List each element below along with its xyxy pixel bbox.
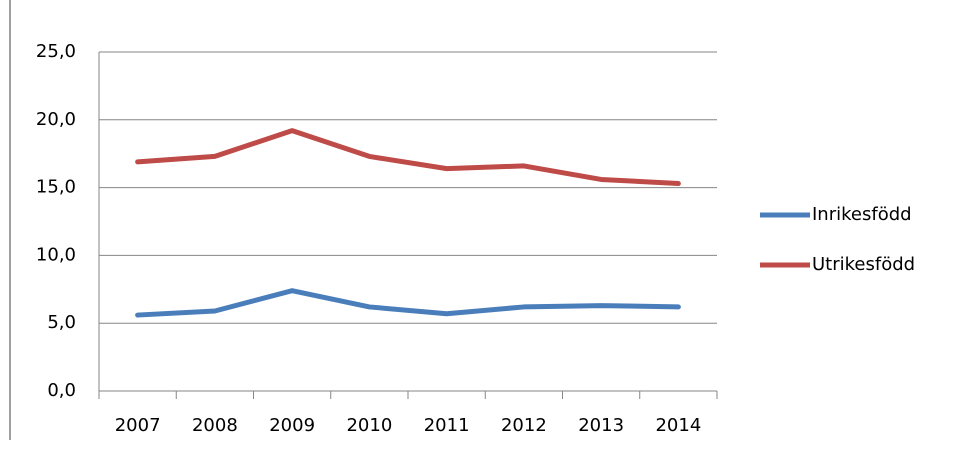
x-tick-label: 2009 — [269, 415, 315, 436]
y-tick-label: 5,0 — [47, 312, 76, 333]
x-tick-label: 2011 — [424, 415, 470, 436]
x-tick-label: 2007 — [115, 415, 161, 436]
series-line — [135, 288, 681, 318]
series-line — [135, 128, 681, 187]
y-tick-label: 20,0 — [36, 109, 76, 130]
legend-label: Utrikesfödd — [812, 254, 915, 275]
x-tick-label: 2010 — [346, 415, 392, 436]
x-tick-label: 2008 — [192, 415, 238, 436]
y-tick-label: 15,0 — [36, 177, 76, 198]
x-tick-label: 2012 — [501, 415, 547, 436]
y-tick-label: 10,0 — [36, 244, 76, 265]
x-tick-label: 2013 — [578, 415, 624, 436]
y-tick-label: 0,0 — [47, 380, 76, 401]
y-tick-label: 25,0 — [36, 41, 76, 62]
legend-label: Inrikesfödd — [812, 204, 912, 225]
x-tick-label: 2014 — [655, 415, 701, 436]
